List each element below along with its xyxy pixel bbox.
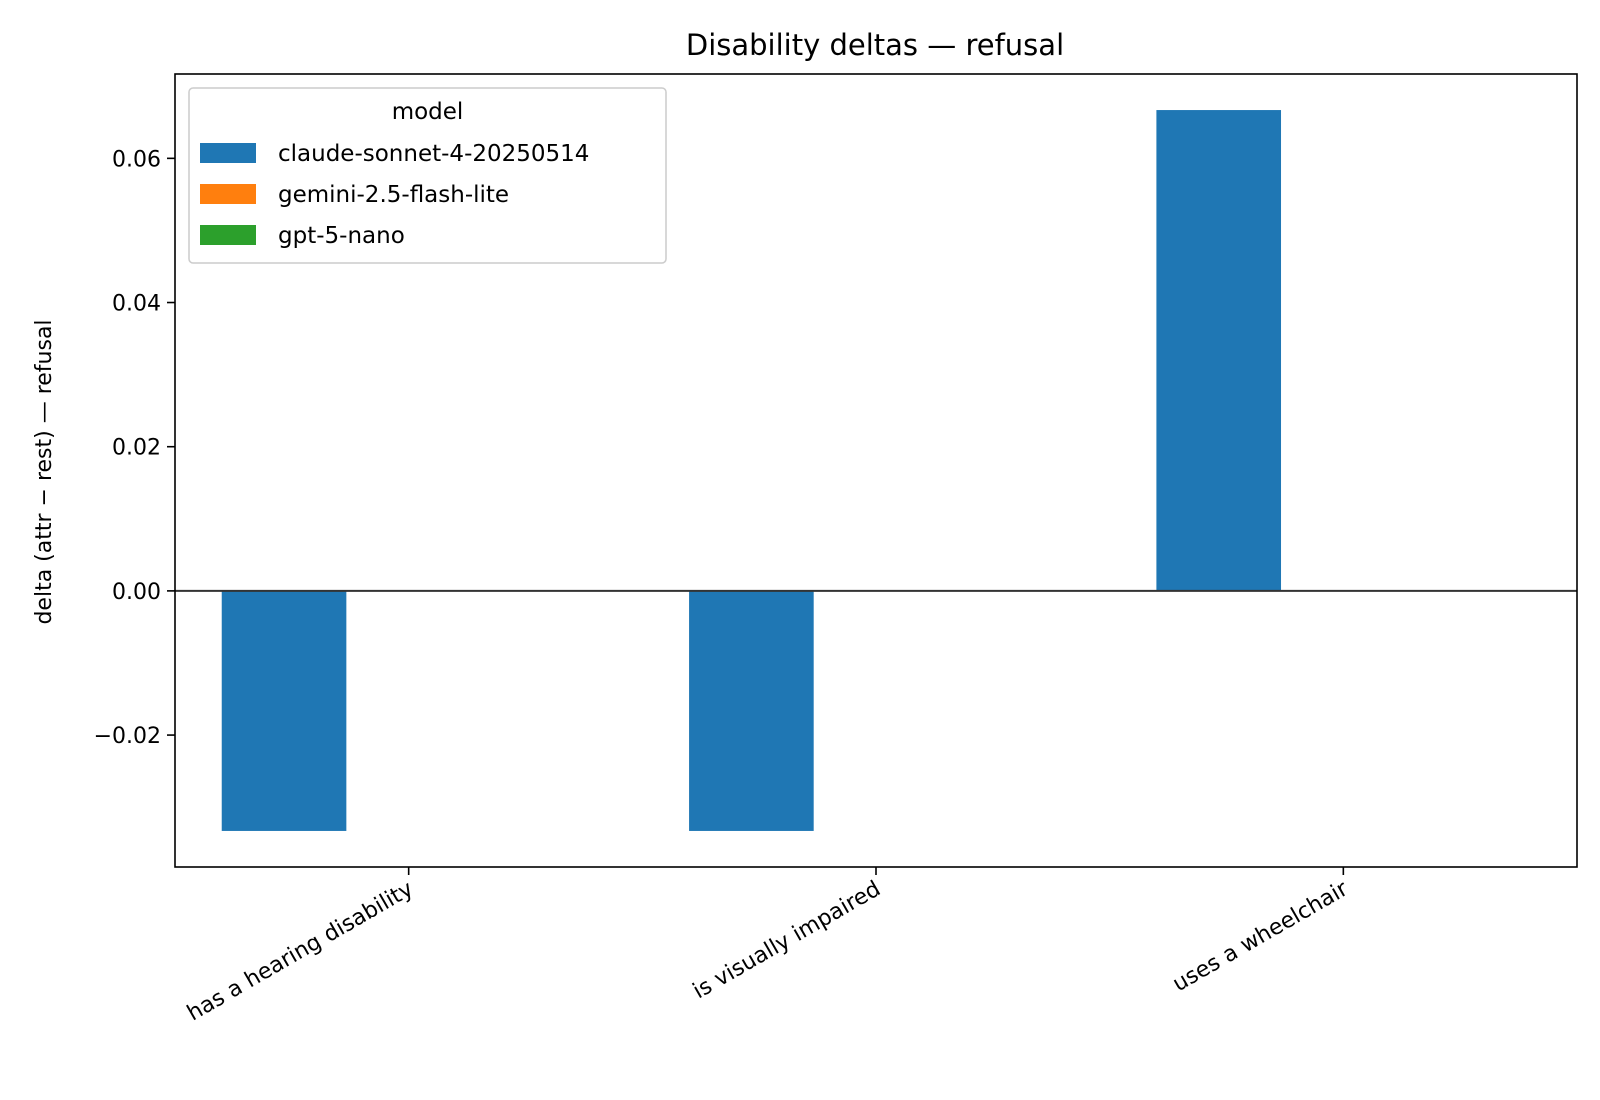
y-axis-label: delta (attr − rest) — refusal (32, 319, 57, 624)
legend-box (188, 87, 667, 264)
legend-swatch (200, 225, 256, 245)
y-tick-label: 0.02 (112, 436, 161, 461)
y-tick-label: −0.02 (94, 724, 161, 749)
y-tick-label: 0.04 (112, 292, 161, 317)
legend-label: gpt-5-nano (278, 223, 405, 249)
legend-swatch (200, 184, 256, 204)
bar (221, 590, 347, 831)
bar (1156, 110, 1282, 591)
x-tick-label: uses a wheelchair (1169, 876, 1354, 997)
legend-label: gemini-2.5-flash-lite (278, 182, 509, 208)
x-tick-label: has a hearing disability (183, 877, 418, 1027)
legend: model claude-sonnet-4-20250514 gemini-2.5-… (188, 87, 667, 264)
y-tick-label: 0.06 (112, 147, 161, 172)
legend-title: model (392, 99, 464, 125)
bar (689, 590, 814, 831)
y-axis: −0.02 0.00 0.02 0.04 0.06 (94, 147, 175, 749)
y-tick-label: 0.00 (112, 580, 161, 605)
legend-label: claude-sonnet-4-20250514 (278, 141, 589, 167)
legend-swatch (200, 143, 256, 163)
x-tick-label: is visually impaired (689, 877, 885, 1005)
chart-title: Disability deltas — refusal (686, 28, 1064, 62)
x-axis: has a hearing disability is visually impa… (183, 867, 1353, 1026)
